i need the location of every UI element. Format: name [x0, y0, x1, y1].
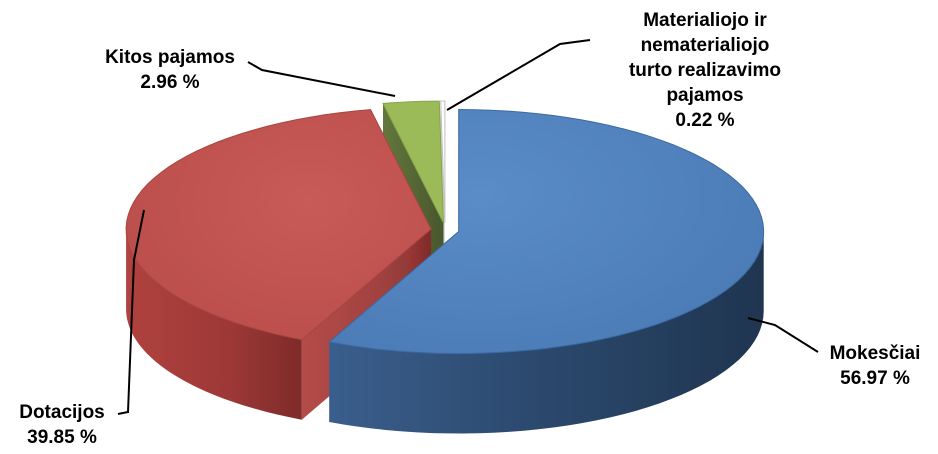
slice-mokesciai-top: [328, 108, 765, 354]
label-mokesciai-name: Mokesčiai: [829, 343, 921, 364]
slice-mokesciai-side: [329, 231, 764, 434]
label-materialiojo-line4: pajamos: [666, 85, 744, 106]
label-dotacijos: Dotacijos 39.85 %: [4, 400, 120, 450]
label-materialiojo-line3: turto realizavimo: [628, 60, 782, 81]
slice-dotacijos-side: [126, 229, 302, 420]
pie-slices: [125, 100, 765, 434]
slice-kitos-top: [382, 100, 445, 224]
slice-dotacijos-top: [125, 109, 432, 341]
label-kitos-value: 2.96 %: [140, 72, 200, 93]
leader-materialiojo: [446, 39, 591, 111]
label-kitos-name: Kitos pajamos: [105, 47, 235, 68]
slice-materialiojo-top: [440, 100, 446, 224]
leader-kitos: [247, 61, 396, 97]
label-dotacijos-value: 39.85 %: [27, 427, 97, 448]
label-materialiojo: Materialiojo ir nematerialiojo turto rea…: [593, 8, 817, 133]
label-mokesciai-value: 56.97 %: [840, 368, 910, 389]
slice-mokesciai: [328, 108, 765, 434]
leader-lines: [117, 39, 819, 415]
leader-mokesciai: [747, 317, 819, 353]
label-mokesciai: Mokesčiai 56.97 %: [820, 341, 930, 391]
label-materialiojo-line2: nematerialiojo: [640, 35, 770, 56]
label-materialiojo-value: 0.22 %: [675, 110, 735, 131]
label-materialiojo-line1: Materialiojo ir: [643, 10, 767, 31]
label-kitos: Kitos pajamos 2.96 %: [76, 45, 264, 95]
label-dotacijos-name: Dotacijos: [19, 402, 105, 423]
leader-dotacijos: [117, 209, 145, 415]
